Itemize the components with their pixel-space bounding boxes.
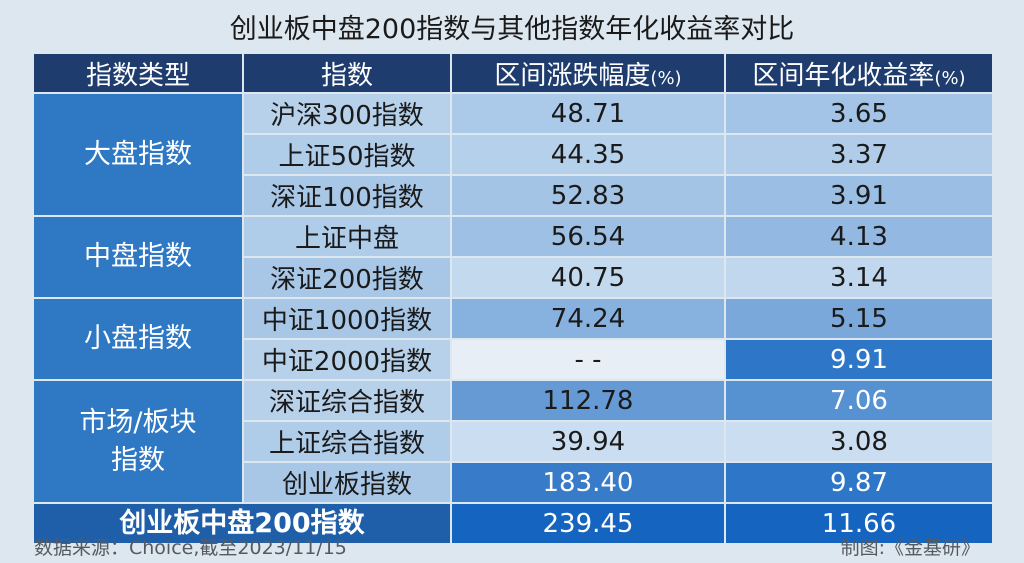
change-value-cell: 56.54 [452, 217, 724, 256]
index-name-cell: 创业板指数 [244, 463, 450, 502]
index-name-cell: 上证50指数 [244, 135, 450, 174]
annual-value-cell: 3.91 [726, 176, 992, 215]
annual-value-cell: 5.15 [726, 299, 992, 338]
header-row: 指数类型 指数 区间涨跌幅度(%) 区间年化收益率(%) [34, 54, 992, 92]
table-row: 中证2000指数 - -9.91 [34, 340, 992, 379]
category-cell: 大盘指数 [34, 94, 242, 215]
category-cell: 中盘指数 [34, 217, 242, 297]
change-value-cell: 52.83 [452, 176, 724, 215]
annual-value-cell: 3.14 [726, 258, 992, 297]
index-name-cell: 上证中盘 [244, 217, 450, 256]
annual-value-cell: 3.65 [726, 94, 992, 133]
table-row: 市场/板块 指数 深证综合指数 112.78 7.06 [34, 381, 992, 502]
table-row: 中盘指数 上证中盘 56.54 4.13 [34, 217, 992, 297]
header-index: 指数 [244, 54, 450, 92]
highlight-change-value: 239.45 [452, 504, 724, 543]
category-cell: 市场/板块指数 [34, 381, 242, 502]
total-row: 创业板中盘200指数 239.45 11.66 [34, 504, 992, 543]
table-row: 上证综合指数 39.94 3.08 [34, 422, 992, 461]
annual-value-cell: 3.37 [726, 135, 992, 174]
change-value-cell: 74.24 [452, 299, 724, 338]
change-value-cell: 39.94 [452, 422, 724, 461]
header-category: 指数类型 [34, 54, 242, 92]
category-label-line: 指数 [111, 444, 165, 476]
header-change: 区间涨跌幅度(%) [452, 54, 724, 92]
chart-credit: 制图:《金基研》 [840, 537, 980, 559]
index-name-cell: 深证100指数 [244, 176, 450, 215]
highlight-annual-value: 11.66 [726, 504, 992, 543]
index-name-cell: 上证综合指数 [244, 422, 450, 461]
table-row: 深证100指数 52.83 3.91 [34, 176, 992, 215]
annual-value-cell: 3.08 [726, 422, 992, 461]
category-label-line: 市场/板块 [79, 406, 197, 438]
change-value-cell: 40.75 [452, 258, 724, 297]
table-row: 大盘指数 沪深300指数 48.71 3.65 [34, 94, 992, 215]
index-name-cell: 中证2000指数 [244, 340, 450, 379]
chart-title: 创业板中盘200指数与其他指数年化收益率对比 [229, 13, 795, 45]
index-name-cell: 深证200指数 [244, 258, 450, 297]
index-name-cell: 深证综合指数 [244, 381, 450, 420]
change-value-cell: 44.35 [452, 135, 724, 174]
index-name-cell: 中证1000指数 [244, 299, 450, 338]
annual-value-cell: 9.91 [726, 340, 992, 379]
change-value-cell: 48.71 [452, 94, 724, 133]
annual-value-cell: 4.13 [726, 217, 992, 256]
category-cell: 小盘指数 [34, 299, 242, 379]
highlight-index-name: 创业板中盘200指数 [34, 504, 450, 543]
header-annual: 区间年化收益率(%) [726, 54, 992, 92]
annual-value-cell: 7.06 [726, 381, 992, 420]
index-name-cell: 沪深300指数 [244, 94, 450, 133]
data-source-note: 数据来源：Choice,截至2023/11/15 [34, 537, 347, 559]
change-value-cell: 112.78 [452, 381, 724, 420]
change-value-cell: - - [452, 340, 724, 379]
table-row: 深证200指数 40.75 3.14 [34, 258, 992, 297]
table-row: 小盘指数 中证1000指数 74.24 5.15 [34, 299, 992, 379]
table-row: 上证50指数 44.35 3.37 [34, 135, 992, 174]
change-value-cell: 183.40 [452, 463, 724, 502]
table-row: 创业板指数 183.40 9.87 [34, 463, 992, 502]
annual-value-cell: 9.87 [726, 463, 992, 502]
comparison-table: 指数类型 指数 区间涨跌幅度(%) 区间年化收益率(%) 大盘指数 沪深300指数… [32, 52, 994, 545]
